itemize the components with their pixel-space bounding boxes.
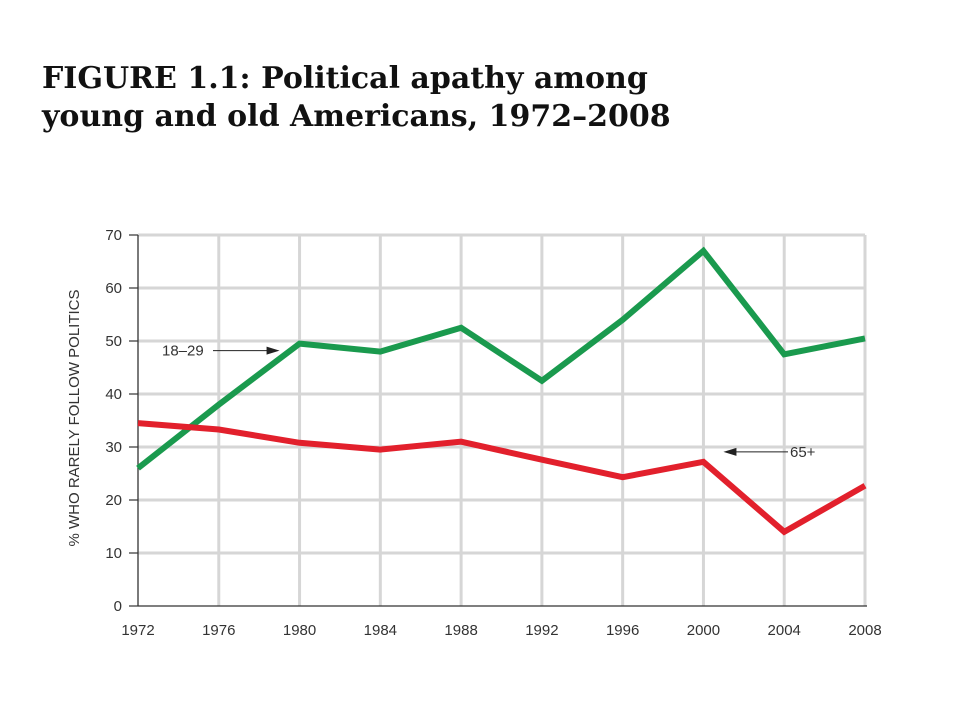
x-tick-label: 1972 — [121, 622, 154, 639]
figure-title: FIGURE 1.1: Political apathy among young… — [42, 60, 862, 136]
callout-arrow-18-29 — [266, 346, 280, 355]
figure-title-line-2: young and old Americans, 1972–2008 — [42, 99, 671, 134]
y-tick-label: 0 — [114, 598, 122, 615]
label-layer: 18–29 65+ — [162, 343, 816, 461]
series-label-18-29: 18–29 — [162, 343, 204, 360]
y-tick-label: 60 — [105, 280, 122, 297]
series-label-65: 65+ — [790, 444, 816, 461]
y-axis-title: % WHO RARELY FOLLOW POLITICS — [66, 290, 83, 547]
series-line-1 — [137, 420, 867, 536]
grid-layer — [138, 233, 867, 606]
x-tick-label: 1984 — [364, 622, 397, 639]
y-tick-label: 40 — [105, 386, 122, 403]
x-tick-label: 1988 — [444, 622, 477, 639]
series-layer — [136, 246, 867, 536]
y-tick-label: 50 — [105, 333, 122, 350]
y-tick-label: 10 — [105, 545, 122, 562]
figure-title-line-1: FIGURE 1.1: Political apathy among — [42, 61, 648, 96]
x-tick-label: 2008 — [848, 622, 881, 639]
y-tick-label: 70 — [105, 227, 122, 244]
x-tick-label: 2000 — [687, 622, 720, 639]
x-tick-label: 1976 — [202, 622, 235, 639]
x-tick-label: 2004 — [768, 622, 801, 639]
callout-arrow-65 — [723, 447, 737, 456]
axis-layer: 0 10 20 30 40 50 60 70 1972 1976 1980 1984 1988 1992 1… — [105, 227, 881, 639]
x-tick-label: 1996 — [606, 622, 639, 639]
x-tick-label: 1992 — [525, 622, 558, 639]
y-tick-label: 30 — [105, 439, 122, 456]
x-tick-label: 1980 — [283, 622, 316, 639]
series-line-0 — [136, 246, 866, 471]
y-tick-label: 20 — [105, 492, 122, 509]
